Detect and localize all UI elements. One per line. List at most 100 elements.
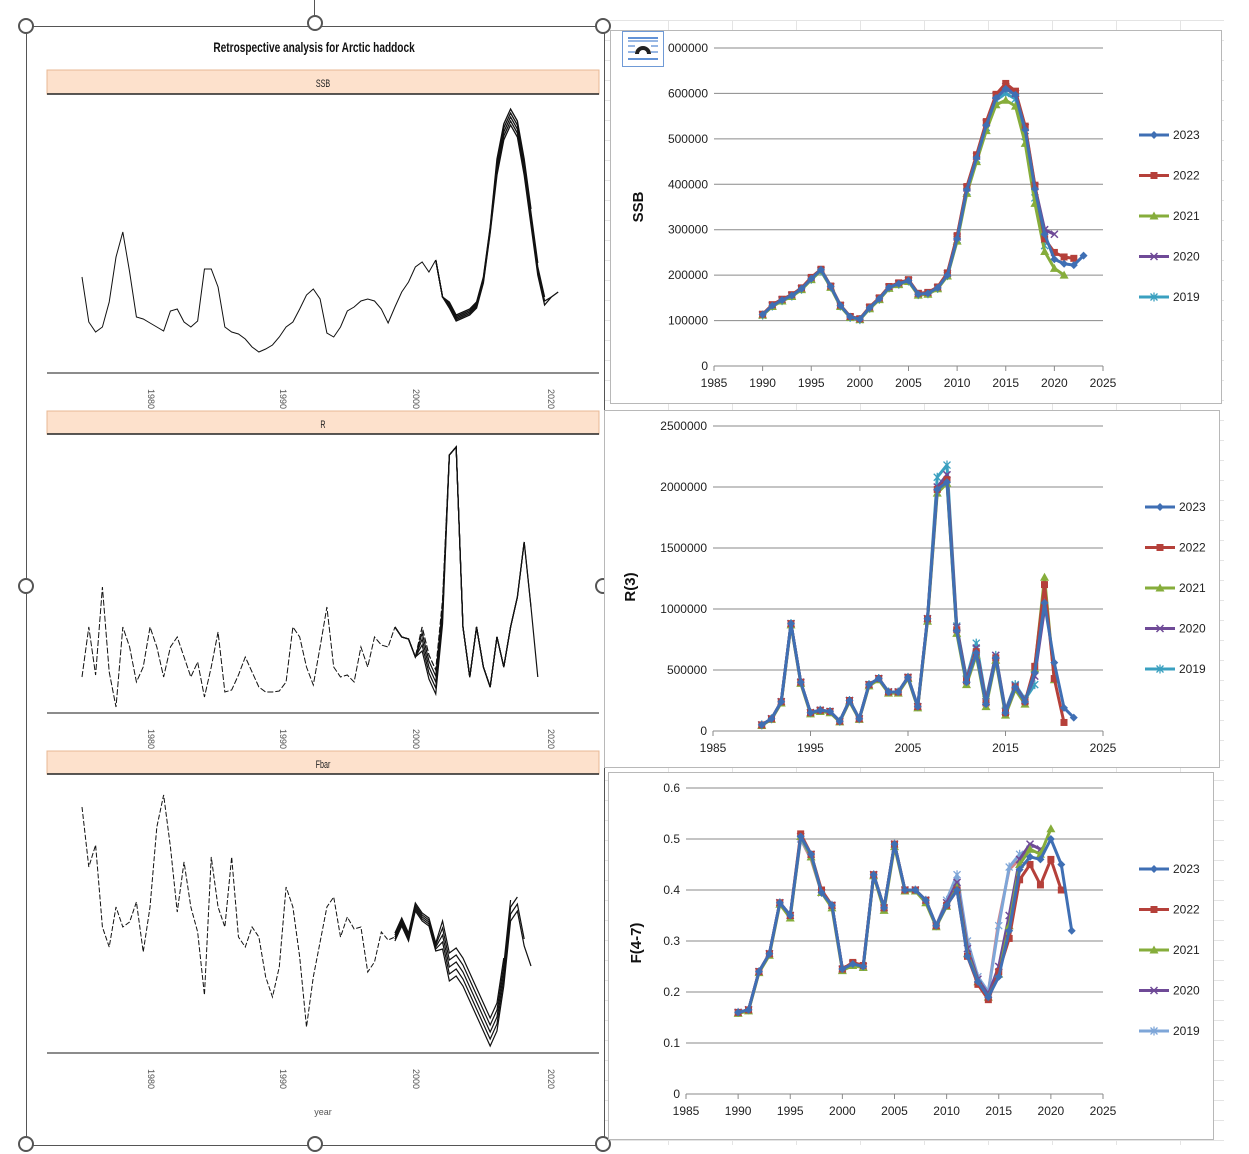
legend-label: 2023 bbox=[1179, 500, 1206, 514]
panel-label: SSB bbox=[316, 78, 330, 90]
data-point bbox=[855, 714, 864, 723]
x-tick-label: 2000 bbox=[829, 1104, 856, 1118]
data-point bbox=[1040, 230, 1049, 239]
data-point bbox=[943, 271, 952, 280]
data-point bbox=[972, 648, 981, 657]
data-point bbox=[1067, 926, 1076, 935]
rotate-handle[interactable] bbox=[307, 15, 323, 31]
y-tick-label: 400000 bbox=[668, 177, 708, 191]
data-point bbox=[943, 460, 951, 470]
y-tick-label: 500000 bbox=[668, 132, 708, 146]
recruitment-chart-svg: 0 500000 1000000 1500000 2000000 2500000 1985 1… bbox=[622, 419, 1206, 755]
data-point bbox=[744, 1005, 753, 1014]
data-point bbox=[953, 878, 962, 887]
x-tick-label: 2020 bbox=[1041, 376, 1068, 390]
y-tick-label: 0.3 bbox=[663, 934, 680, 948]
data-point bbox=[846, 312, 855, 321]
data-point bbox=[1041, 581, 1048, 589]
data-point bbox=[1050, 675, 1058, 683]
data-point bbox=[1156, 544, 1164, 551]
data-point bbox=[894, 279, 903, 288]
data-point bbox=[1155, 624, 1165, 633]
data-point bbox=[1030, 668, 1039, 677]
fishing-mortality-chart-svg: 0 0.1 0.2 0.3 0.4 0.5 0.6 1985 1990 1995 2000 2005 2… bbox=[628, 781, 1200, 1118]
data-point bbox=[826, 282, 835, 291]
ssb-peel-line bbox=[435, 111, 539, 318]
legend-label: 2021 bbox=[1173, 209, 1200, 223]
data-point bbox=[734, 1008, 743, 1017]
data-point bbox=[826, 707, 834, 716]
resize-handle-mid-left[interactable] bbox=[18, 578, 34, 594]
x-tick-label: 2005 bbox=[895, 741, 922, 755]
resize-handle-bottom-mid[interactable] bbox=[307, 1136, 323, 1152]
data-point bbox=[758, 310, 767, 319]
data-point bbox=[1021, 697, 1029, 706]
data-point bbox=[1156, 503, 1164, 511]
fbar-peel-line bbox=[394, 896, 518, 1034]
x-tick-label: 2015 bbox=[992, 376, 1019, 390]
data-point bbox=[859, 962, 868, 971]
data-point bbox=[1046, 824, 1056, 833]
resize-handle-bottom-left[interactable] bbox=[18, 1136, 34, 1152]
data-point bbox=[768, 301, 777, 310]
resize-handle-top-right[interactable] bbox=[595, 18, 611, 34]
panel-x-tick-label: 2020 bbox=[546, 729, 556, 749]
data-point bbox=[1030, 184, 1039, 193]
data-point bbox=[953, 234, 962, 243]
fishing-mortality-chart[interactable]: 0 0.1 0.2 0.3 0.4 0.5 0.6 1985 1990 1995 2000 2005 2… bbox=[608, 772, 1214, 1140]
fbar-peel-line bbox=[394, 902, 525, 1041]
data-point bbox=[1001, 708, 1010, 717]
data-point bbox=[1036, 855, 1045, 864]
data-point bbox=[880, 903, 889, 912]
recruitment-peel-line bbox=[394, 445, 532, 691]
ssb-chart[interactable]: 0 100000 200000 300000 400000 500000 600000 000… bbox=[610, 30, 1222, 404]
y-tick-label: 2000000 bbox=[660, 480, 707, 494]
legend-label: 2022 bbox=[1179, 541, 1206, 555]
y-tick-label: 1500000 bbox=[660, 541, 707, 555]
resize-handle-top-left[interactable] bbox=[18, 18, 34, 34]
data-point bbox=[835, 717, 844, 726]
data-point bbox=[1155, 583, 1165, 592]
resize-handle-bottom-right[interactable] bbox=[595, 1136, 611, 1152]
data-point bbox=[894, 687, 903, 696]
legend-label: 2019 bbox=[1179, 662, 1206, 676]
legend-label: 2022 bbox=[1173, 169, 1200, 183]
layout-options-icon[interactable] bbox=[622, 31, 664, 67]
y-tick-label: 100000 bbox=[668, 314, 708, 328]
data-point bbox=[1011, 90, 1020, 99]
ssb-peel-line bbox=[435, 115, 546, 319]
data-point bbox=[1011, 683, 1020, 692]
y-axis-title: R(3) bbox=[622, 572, 639, 601]
legend-label: 2020 bbox=[1173, 984, 1200, 998]
panel-strip bbox=[46, 69, 600, 95]
data-point bbox=[1069, 261, 1078, 270]
data-point bbox=[1060, 703, 1068, 712]
data-point bbox=[890, 840, 899, 849]
ssb-base-line bbox=[81, 231, 437, 353]
data-point bbox=[1047, 855, 1055, 863]
retrospective-figure[interactable]: Retrospective analysis for Arctic haddoc… bbox=[26, 26, 605, 1146]
data-point bbox=[1150, 292, 1158, 302]
data-point bbox=[992, 93, 1001, 102]
ssb-peel-line bbox=[435, 119, 552, 321]
legend-label: 2019 bbox=[1173, 1024, 1200, 1038]
recruitment-chart[interactable]: 0 500000 1000000 1500000 2000000 2500000 1985 1… bbox=[604, 410, 1220, 768]
panel-x-tick-label: 2000 bbox=[411, 729, 421, 749]
data-point bbox=[1036, 881, 1044, 889]
data-point bbox=[982, 121, 991, 130]
x-tick-label: 1995 bbox=[777, 1104, 804, 1118]
data-point bbox=[942, 901, 951, 910]
data-point bbox=[1150, 131, 1158, 139]
data-point bbox=[869, 870, 878, 879]
data-point bbox=[943, 478, 951, 487]
panel-x-tick-label: 1980 bbox=[146, 729, 156, 749]
x-tick-label: 1995 bbox=[797, 741, 824, 755]
data-point bbox=[913, 702, 922, 711]
data-point bbox=[1050, 248, 1058, 256]
data-point bbox=[775, 898, 784, 907]
data-point bbox=[994, 972, 1003, 981]
data-point bbox=[994, 921, 1003, 931]
data-point bbox=[921, 896, 930, 905]
data-point bbox=[1149, 252, 1159, 261]
data-point bbox=[953, 886, 962, 894]
